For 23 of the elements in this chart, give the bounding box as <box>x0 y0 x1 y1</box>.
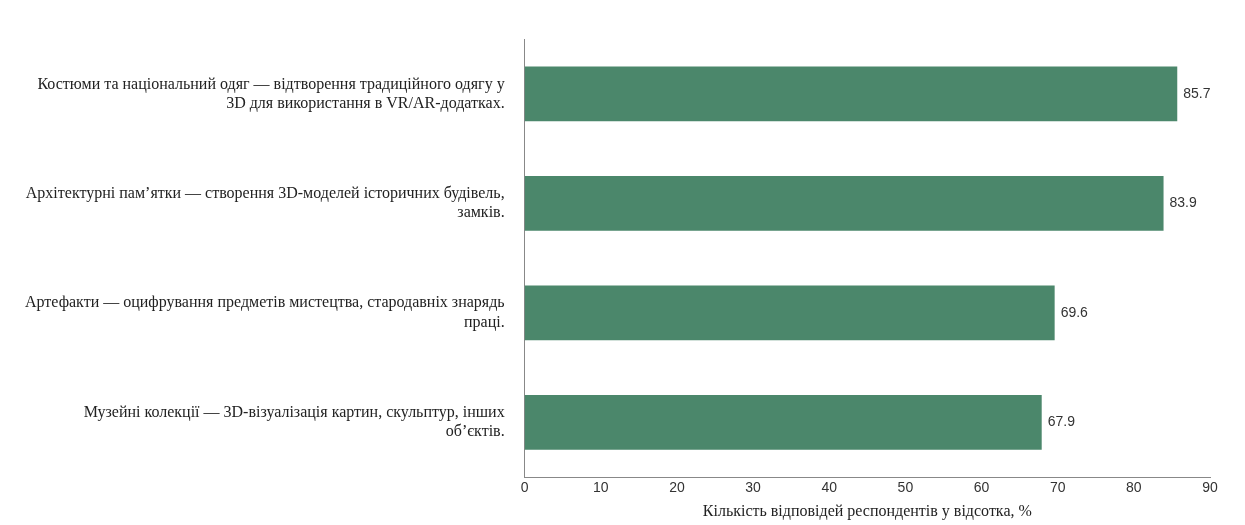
x-tick-label: 40 <box>821 479 838 496</box>
x-tick-label: 80 <box>1126 479 1142 496</box>
x-tick-label: 10 <box>593 479 609 496</box>
x-axis-title: Кількість відповідей респондентів у відсотка, % <box>702 501 1032 520</box>
bar <box>524 66 1178 122</box>
data-label: 67.9 <box>1047 413 1076 430</box>
x-tick-label: 30 <box>745 479 762 496</box>
data-label: 83.9 <box>1169 194 1198 211</box>
bar <box>524 176 1164 231</box>
y-tick-label: Костюми та національний одяг — відтворення традиційного одягу у 3D для використання в VR/AR-додатках. <box>37 74 505 112</box>
x-tick-label: 0 <box>520 479 529 496</box>
data-label: 85.7 <box>1183 84 1211 101</box>
y-tick-label: Артефакти — оцифрування предметів мистецтва, стародавніх знарядь праці. <box>25 293 505 331</box>
x-tick-label: 60 <box>973 479 990 496</box>
bar <box>524 285 1055 341</box>
x-tick-label: 70 <box>1049 479 1066 496</box>
x-tick-label: 50 <box>897 479 914 496</box>
x-tick-label: 90 <box>1202 479 1218 496</box>
bar <box>524 394 1042 450</box>
y-tick-label: Музейні колекції — 3D-візуалізація картин, скульптур, інших об’єктів. <box>83 402 505 440</box>
data-label: 69.6 <box>1060 303 1089 320</box>
x-tick-label: 20 <box>669 479 685 496</box>
y-tick-label: Архітектурні пам’ятки — створення 3D-моделей історичних будівель, замків. <box>25 183 505 221</box>
